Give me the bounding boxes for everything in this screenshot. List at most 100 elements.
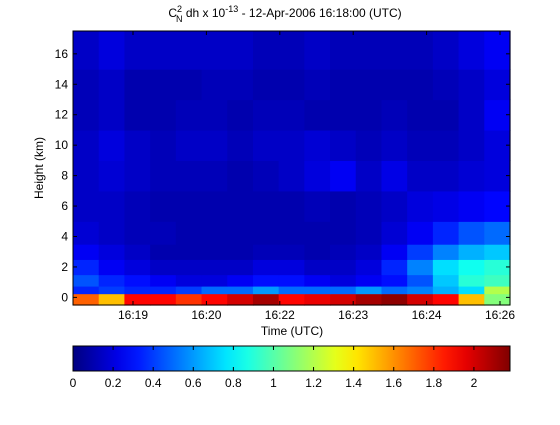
x-tick-label: 16:23 — [338, 308, 368, 322]
x-axis-ticks: 16:19 16:20 16:22 16:23 16:24 16:26 — [118, 31, 515, 322]
heatmap-cell — [175, 244, 203, 260]
heatmap-cell — [252, 293, 280, 306]
heatmap-cell — [150, 221, 177, 245]
heatmap-cell — [304, 221, 331, 245]
heatmap-cell — [458, 99, 485, 131]
heatmap-cell — [381, 160, 408, 192]
heatmap-cell — [252, 259, 280, 276]
heatmap-cell — [150, 285, 177, 295]
heatmap-cell — [150, 293, 177, 306]
heatmap-cell — [484, 221, 511, 245]
heatmap-cell — [73, 274, 100, 287]
heatmap-cell — [458, 160, 485, 192]
y-tick-label: 0 — [61, 290, 68, 304]
heatmap-cell — [124, 259, 151, 276]
heatmap-cell — [252, 221, 280, 245]
heatmap-cell — [432, 274, 460, 287]
heatmap-cell — [355, 99, 383, 131]
colorbar-ticks: 0 0.2 0.4 0.6 0.8 1 1.2 1.4 1.6 1.8 2 — [70, 346, 478, 390]
heatmap-cell — [432, 285, 460, 295]
heatmap-cell — [304, 285, 331, 295]
heatmap-cell — [407, 244, 434, 260]
heatmap-cell — [124, 293, 151, 306]
heatmap-cell — [73, 285, 100, 295]
heatmap-cell — [150, 274, 177, 287]
heatmap-cell — [330, 293, 357, 306]
heatmap-cell — [124, 285, 151, 295]
heatmap-cell — [98, 31, 126, 70]
heatmap-cell — [381, 221, 408, 245]
heatmap-cell — [355, 160, 383, 192]
heatmap-cell — [355, 293, 383, 306]
heatmap-cell — [201, 99, 228, 131]
y-tick-label: 14 — [55, 77, 69, 91]
heatmap-cell — [381, 244, 408, 260]
heatmap-cell — [175, 190, 203, 222]
heatmap-cell — [381, 129, 408, 161]
heatmap-cell — [124, 31, 151, 70]
heatmap-cell — [330, 274, 357, 287]
heatmap-cell — [407, 129, 434, 161]
heatmap-cell — [252, 244, 280, 260]
heatmap-cell — [252, 69, 280, 101]
y-axis-ticks: 0 2 4 6 8 10 12 14 16 — [55, 47, 510, 304]
y-axis-label: Height (km) — [32, 137, 46, 199]
heatmap-cell — [458, 244, 485, 260]
heatmap-cell — [432, 99, 460, 131]
colorbar-tick-label: 2 — [471, 376, 478, 390]
heatmap-cell — [73, 293, 100, 306]
chart-title: C2 N dh x 10-13 - 12-Apr-2006 16:18:00 (U… — [168, 4, 401, 24]
heatmap-cell — [98, 129, 126, 161]
heatmap-cell — [227, 160, 254, 192]
heatmap-cell — [252, 160, 280, 192]
heatmap-cell — [432, 221, 460, 245]
heatmap-cell — [381, 274, 408, 287]
heatmap-cell — [227, 129, 254, 161]
heatmap-cell — [330, 160, 357, 192]
heatmap-cell — [252, 285, 280, 295]
heatmap-cell — [330, 129, 357, 161]
heatmap-cell — [201, 285, 228, 295]
heatmap-cell — [98, 293, 126, 306]
heatmap-cell — [73, 259, 100, 276]
heatmap-cell — [355, 31, 383, 70]
x-axis-label: Time (UTC) — [261, 324, 323, 338]
heatmap-cell — [227, 259, 254, 276]
heatmap-cell — [304, 31, 331, 70]
y-tick-label: 10 — [55, 138, 69, 152]
heatmap-cell — [175, 274, 203, 287]
heatmap-cell — [304, 69, 331, 101]
heatmap-cell — [407, 259, 434, 276]
heatmap-cell — [381, 99, 408, 131]
heatmap-cell — [484, 274, 511, 287]
heatmap-cell — [484, 293, 511, 306]
heatmap-cell — [201, 259, 228, 276]
heatmap-cell — [150, 244, 177, 260]
heatmap-cell — [124, 69, 151, 101]
heatmap-cell — [73, 31, 100, 70]
heatmap-cell — [150, 31, 177, 70]
heatmap-cell — [381, 69, 408, 101]
x-tick-label: 16:26 — [485, 308, 515, 322]
heatmap-cell — [150, 129, 177, 161]
colorbar-tick-label: 0.4 — [145, 376, 162, 390]
heatmap-cell — [73, 129, 100, 161]
heatmap-cell — [201, 293, 228, 306]
heatmap-cell — [432, 259, 460, 276]
heatmap-cell — [432, 244, 460, 260]
heatmap-cell — [484, 259, 511, 276]
heatmap-cell — [98, 244, 126, 260]
y-tick-label: 16 — [55, 47, 69, 61]
colorbar-tick-label: 1.2 — [305, 376, 322, 390]
heatmap-cell — [98, 99, 126, 131]
heatmap-cell — [458, 69, 485, 101]
heatmap-cell — [484, 244, 511, 260]
heatmap-cell — [355, 259, 383, 276]
heatmap-cell — [175, 285, 203, 295]
heatmap-cell — [227, 244, 254, 260]
heatmap-cell — [73, 244, 100, 260]
heatmap-cell — [227, 293, 254, 306]
heatmap-cell — [458, 221, 485, 245]
heatmap-cell — [355, 69, 383, 101]
heatmap-cell — [124, 274, 151, 287]
